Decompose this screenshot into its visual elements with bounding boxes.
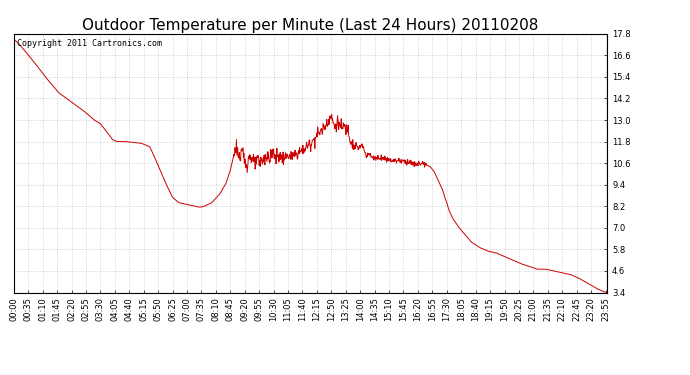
Text: Copyright 2011 Cartronics.com: Copyright 2011 Cartronics.com: [17, 39, 161, 48]
Title: Outdoor Temperature per Minute (Last 24 Hours) 20110208: Outdoor Temperature per Minute (Last 24 …: [82, 18, 539, 33]
